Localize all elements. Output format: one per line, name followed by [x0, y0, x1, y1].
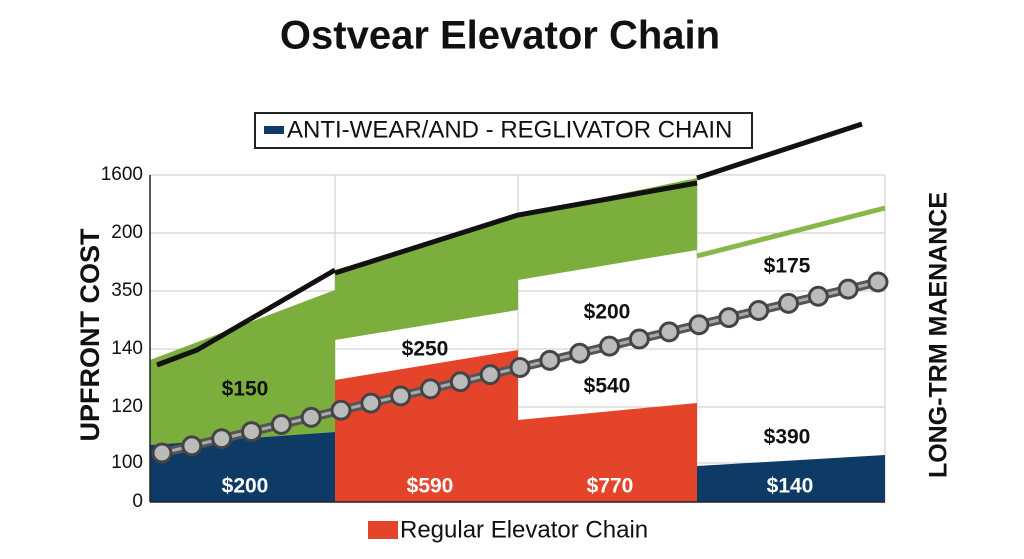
- chain-ring: [241, 421, 262, 443]
- line: [696, 205, 886, 259]
- area: [518, 403, 697, 502]
- chain-ring: [748, 300, 770, 321]
- chain-ring: [807, 285, 829, 307]
- chain-ring: [599, 335, 620, 357]
- chain-ring: [509, 357, 531, 378]
- data-label: $200: [222, 475, 269, 498]
- chain-ring: [479, 364, 501, 386]
- chain-ring: [628, 328, 650, 350]
- data-label: $150: [222, 378, 269, 401]
- data-label: $250: [402, 338, 449, 361]
- legend-label: Regular Elevator Chain: [400, 516, 648, 543]
- chain-ring: [718, 307, 740, 329]
- chain-ring: [688, 314, 710, 336]
- y-tick-label: 120: [111, 396, 143, 417]
- data-label: $540: [584, 375, 631, 398]
- area: [697, 455, 885, 502]
- legend-swatch: [264, 126, 284, 134]
- y2-axis-title: LONG-TRM MAENANCE: [925, 192, 953, 478]
- chart-title: Ostvear Elevator Chain: [280, 14, 720, 58]
- y-tick-label: 100: [111, 452, 143, 473]
- area: [518, 178, 697, 280]
- chain-ring: [270, 414, 292, 435]
- data-label: $200: [584, 301, 631, 324]
- chain-ring: [151, 442, 173, 464]
- chain-ring: [330, 399, 352, 421]
- legend-box: [254, 112, 753, 149]
- y-tick-label: 350: [111, 280, 143, 301]
- y-axis-title: UPFRONT COST: [75, 228, 105, 442]
- chain-ring: [449, 371, 471, 393]
- y-tick-label: 140: [111, 338, 143, 359]
- area: [335, 215, 518, 340]
- area: [335, 350, 518, 502]
- chain-ring: [569, 342, 591, 364]
- data-label: $390: [764, 426, 811, 449]
- chain-ring: [420, 378, 441, 400]
- chain-ring: [300, 406, 322, 428]
- chain-ring: [390, 385, 412, 407]
- y-tick-label: 0: [132, 491, 143, 512]
- line: [334, 180, 698, 276]
- data-label: $770: [587, 475, 634, 498]
- area: [150, 290, 335, 445]
- chain-ring: [658, 321, 680, 343]
- y-tick-label: 200: [111, 222, 143, 243]
- line: [156, 267, 337, 368]
- chain-ring: [539, 349, 561, 371]
- chain-ring: [778, 292, 799, 314]
- data-label: $140: [767, 475, 814, 498]
- line: [696, 121, 863, 181]
- legend-label: ANTI-WEAR/AND - REGLIVATOR CHAIN: [287, 116, 732, 143]
- chain-ring: [867, 271, 889, 293]
- chain-ring: [181, 435, 203, 457]
- chain-ring: [837, 278, 859, 300]
- data-label: $175: [764, 255, 811, 278]
- data-label: $590: [407, 475, 454, 498]
- y-tick-label: 1600: [101, 164, 143, 185]
- chain-ring: [360, 392, 382, 414]
- chain: [151, 271, 889, 464]
- chain-ring: [211, 428, 233, 450]
- legend-swatch: [368, 521, 398, 539]
